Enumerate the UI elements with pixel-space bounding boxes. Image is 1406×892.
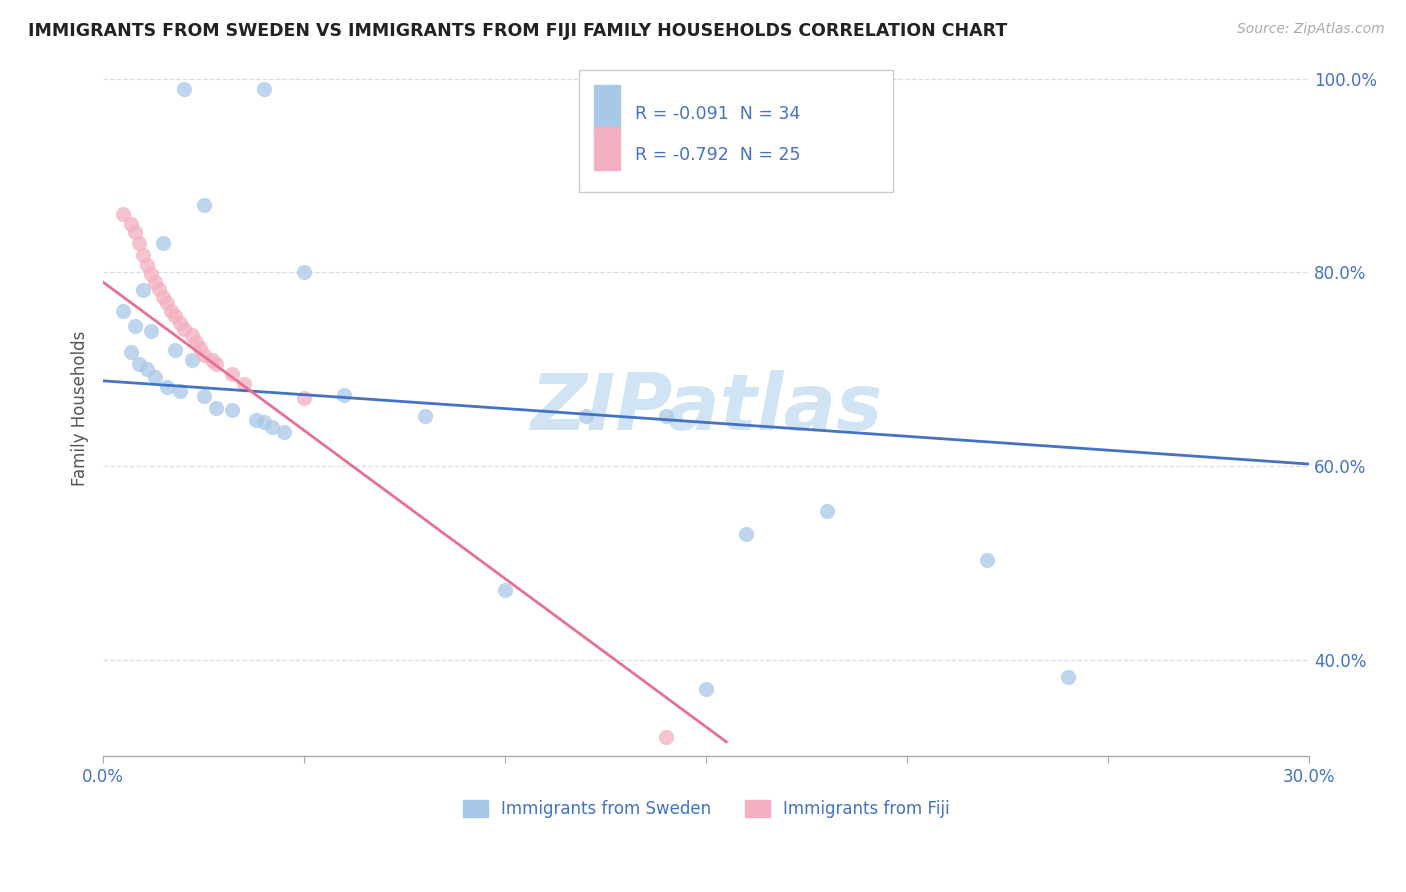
Point [156,296,179,310]
Point [193,198,215,212]
Text: R = -0.091  N = 34: R = -0.091 N = 34 [636,104,800,123]
Point [152,290,174,304]
Point [141,324,163,338]
Point [333,388,356,402]
Point [245,412,267,426]
Point [120,344,142,359]
Point [124,318,146,333]
Legend: Immigrants from Sweden, Immigrants from Fiji: Immigrants from Sweden, Immigrants from … [456,793,956,824]
Point [180,328,202,343]
Point [184,335,207,350]
Point [221,402,243,417]
Point [180,352,202,367]
Point [169,316,191,330]
Point [112,207,135,221]
Point [193,389,215,403]
Point [148,282,170,296]
Point [574,409,596,423]
Point [232,376,254,391]
Point [173,81,195,95]
Point [193,348,215,362]
Point [145,370,167,384]
Point [132,248,155,262]
FancyBboxPatch shape [579,70,893,192]
Point [292,391,315,405]
Point [173,321,195,335]
Point [695,681,717,696]
Point [160,304,183,318]
Point [253,416,276,430]
Point [260,420,283,434]
Point [132,283,155,297]
Point [128,358,150,372]
Point [112,304,135,318]
Point [120,217,142,231]
Text: R = -0.792  N = 25: R = -0.792 N = 25 [636,146,800,164]
Point [152,236,174,251]
Point [292,265,315,279]
Point [253,81,276,95]
Point [413,409,436,423]
Point [273,425,295,439]
Point [204,401,226,415]
Text: Source: ZipAtlas.com: Source: ZipAtlas.com [1237,22,1385,37]
Point [655,730,678,744]
Point [201,352,224,367]
Point [136,362,159,376]
Point [169,384,191,398]
Point [976,553,998,567]
Point [141,268,163,282]
Point [204,358,226,372]
Point [136,258,159,272]
Bar [593,127,620,170]
Point [124,225,146,239]
Point [655,409,678,423]
Point [735,526,758,541]
Point [494,582,516,597]
Point [1057,670,1080,684]
Point [815,504,838,518]
Bar [593,86,620,128]
Point [165,343,187,357]
Point [156,379,179,393]
Text: IMMIGRANTS FROM SWEDEN VS IMMIGRANTS FROM FIJI FAMILY HOUSEHOLDS CORRELATION CHA: IMMIGRANTS FROM SWEDEN VS IMMIGRANTS FRO… [28,22,1007,40]
Point [188,341,211,355]
Y-axis label: Family Households: Family Households [72,330,89,485]
Point [128,236,150,251]
Point [165,309,187,323]
Point [221,367,243,381]
Text: ZIPatlas: ZIPatlas [530,370,882,446]
Point [145,275,167,289]
